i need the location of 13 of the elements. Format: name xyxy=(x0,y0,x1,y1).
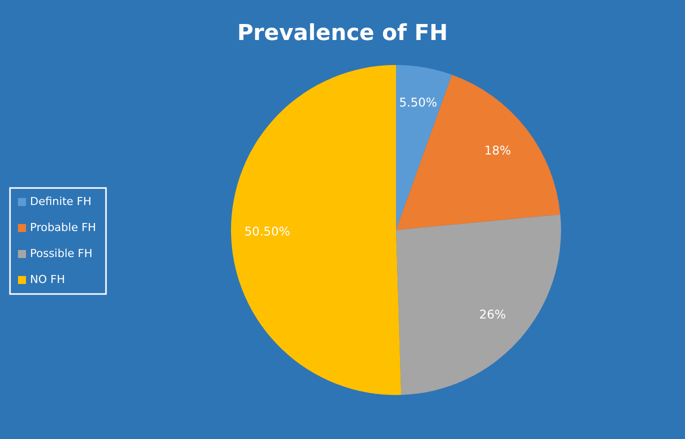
legend-label: NO FH xyxy=(30,273,65,286)
data-label: 50.50% xyxy=(244,224,290,238)
legend-label: Possible FH xyxy=(30,247,92,260)
pie-slice xyxy=(396,214,561,395)
data-label: 18% xyxy=(484,143,512,158)
data-label: 5.50% xyxy=(399,96,438,110)
pie-slice xyxy=(231,65,402,395)
pie-slice xyxy=(396,74,560,230)
legend-label: Probable FH xyxy=(30,221,96,234)
pie-slice xyxy=(396,65,452,230)
data-label: 26% xyxy=(479,307,506,322)
chart-title: Prevalence of FH xyxy=(237,21,448,46)
legend-label: Definite FH xyxy=(30,195,92,208)
